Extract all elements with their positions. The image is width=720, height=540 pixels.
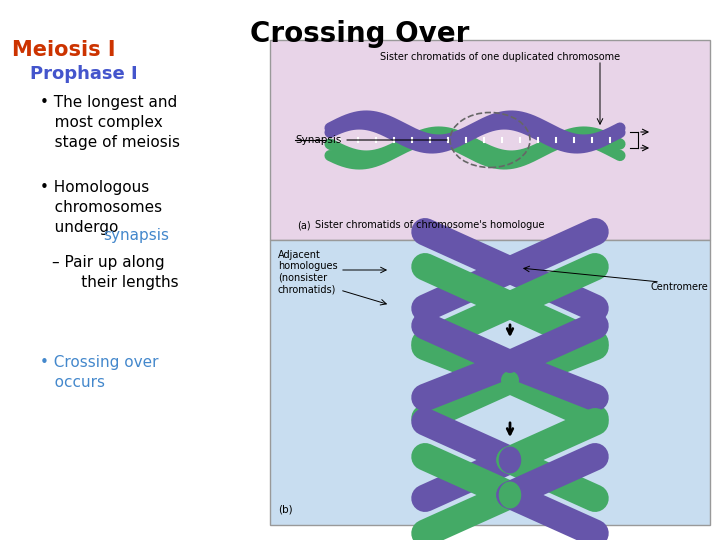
Ellipse shape xyxy=(501,371,519,389)
Text: Centromere: Centromere xyxy=(650,282,708,292)
Ellipse shape xyxy=(499,482,521,509)
Text: Sister chromatids of one duplicated chromosome: Sister chromatids of one duplicated chro… xyxy=(380,52,620,62)
Ellipse shape xyxy=(501,355,519,373)
Ellipse shape xyxy=(499,256,521,284)
Text: (b): (b) xyxy=(278,505,292,515)
Text: Crossing Over: Crossing Over xyxy=(251,20,469,48)
Text: Meiosis I: Meiosis I xyxy=(12,40,115,60)
Text: Adjacent
homologues
(nonsister
chromatids): Adjacent homologues (nonsister chromatid… xyxy=(278,249,338,294)
Ellipse shape xyxy=(499,292,521,319)
Text: • The longest and
   most complex
   stage of meiosis: • The longest and most complex stage of … xyxy=(40,95,180,150)
Text: Prophase I: Prophase I xyxy=(30,65,138,83)
Text: (a): (a) xyxy=(297,220,310,230)
Text: Synapsis: Synapsis xyxy=(295,135,447,145)
Bar xyxy=(270,240,710,525)
Text: – Pair up along
      their lengths: – Pair up along their lengths xyxy=(52,255,179,290)
Ellipse shape xyxy=(499,447,521,474)
Text: • Homologous
   chromosomes
   undergo: • Homologous chromosomes undergo xyxy=(40,180,162,234)
Text: Sister chromatids of chromosome's homologue: Sister chromatids of chromosome's homolo… xyxy=(315,220,544,230)
Text: synapsis: synapsis xyxy=(103,228,169,243)
Bar xyxy=(270,40,710,240)
Text: • Crossing over
   occurs: • Crossing over occurs xyxy=(40,355,158,390)
